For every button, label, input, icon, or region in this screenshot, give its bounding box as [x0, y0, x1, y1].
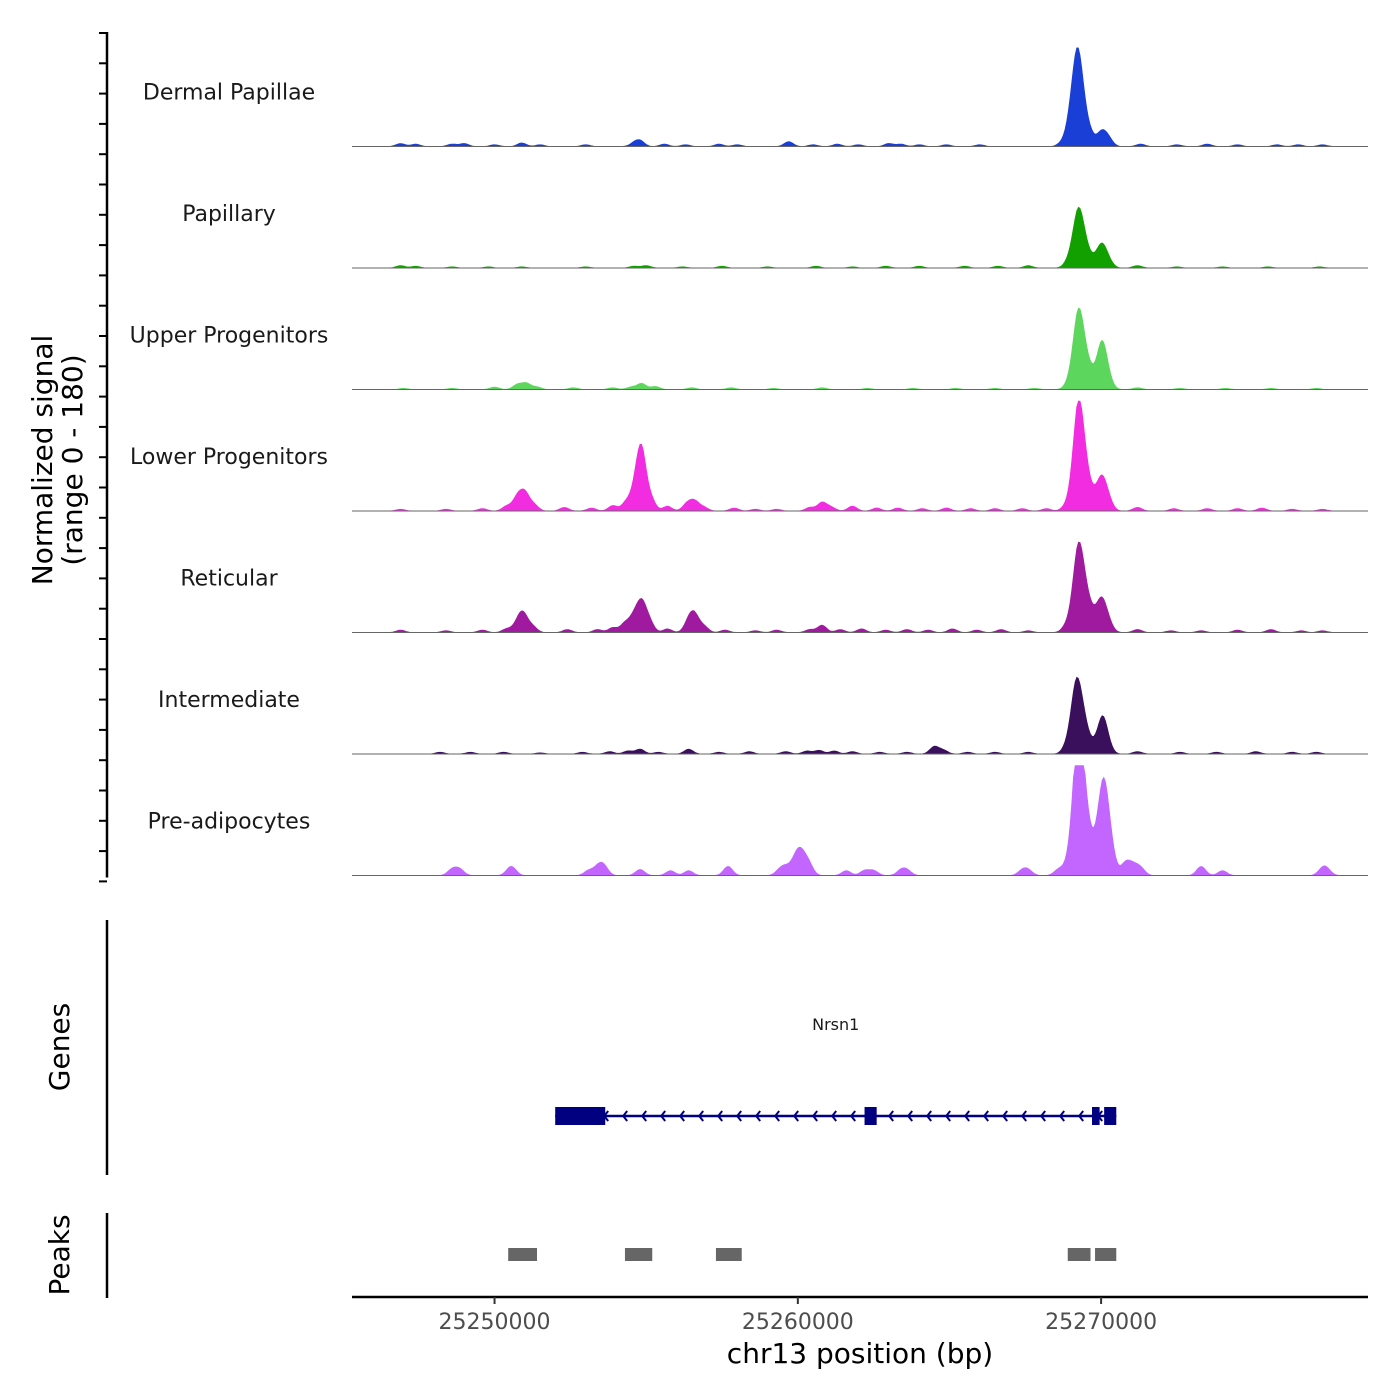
- strand-arrow: [735, 1110, 742, 1122]
- strand-arrow: [811, 1110, 818, 1122]
- strand-arrow: [621, 1110, 628, 1122]
- track-label: Lower Progenitors: [130, 445, 328, 470]
- strand-arrow: [659, 1110, 666, 1122]
- peak-region: [508, 1248, 538, 1261]
- strand-arrow: [830, 1110, 837, 1122]
- strand-arrow: [963, 1110, 970, 1122]
- strand-arrow: [754, 1110, 761, 1122]
- coverage-area: [352, 307, 1368, 390]
- peak-region: [715, 1248, 742, 1261]
- peak-region: [624, 1248, 653, 1261]
- gene-model: Nrsn1: [555, 1015, 1117, 1125]
- track-upper-progenitors: Upper Progenitors: [130, 307, 1368, 390]
- y-axis-title-line1: Normalized signal: [26, 335, 59, 586]
- coverage-tracks: Dermal Papillae Papillary Upper Progenitor…: [99, 32, 1368, 883]
- track-intermediate: Intermediate: [158, 676, 1368, 755]
- coverage-area: [352, 541, 1368, 633]
- x-tick-label: 25250000: [439, 1310, 551, 1335]
- strand-arrow: [944, 1110, 951, 1122]
- x-axis: 25250000 25260000 25270000: [352, 1295, 1368, 1335]
- track-lower-progenitors: Lower Progenitors: [130, 400, 1368, 512]
- peak-region: [1095, 1248, 1117, 1261]
- coverage-area: [352, 676, 1368, 755]
- y-axis-title: Normalized signal (range 0 - 180): [26, 335, 89, 586]
- strand-arrow: [697, 1110, 704, 1122]
- gene-exon: [555, 1107, 606, 1125]
- gene-name-label: Nrsn1: [812, 1015, 859, 1034]
- strand-arrow: [640, 1110, 647, 1122]
- strand-arrow: [1020, 1110, 1027, 1122]
- gene-exon: [1104, 1107, 1117, 1125]
- track-label: Reticular: [180, 567, 278, 592]
- coverage-area: [352, 206, 1368, 269]
- gene-annotation-track: Nrsn1: [105, 920, 1117, 1175]
- track-label: Upper Progenitors: [130, 324, 329, 349]
- track-label: Intermediate: [158, 688, 300, 713]
- strand-arrow: [773, 1110, 780, 1122]
- strand-arrow: [906, 1110, 913, 1122]
- strand-arrow: [792, 1110, 799, 1122]
- track-papillary: Papillary: [182, 202, 1368, 269]
- strand-arrow: [849, 1110, 856, 1122]
- x-tick-label: 25260000: [742, 1310, 854, 1335]
- track-reticular: Reticular: [180, 541, 1368, 633]
- track-label: Papillary: [182, 202, 276, 227]
- coverage-area: [352, 400, 1368, 512]
- strand-arrow: [678, 1110, 685, 1122]
- peaks-panel-label: Peaks: [43, 1214, 76, 1295]
- track-pre-adipocytes: Pre-adipocytes: [148, 765, 1368, 876]
- coverage-area: [352, 47, 1368, 147]
- genes-panel-label: Genes: [43, 1003, 76, 1091]
- track-label: Dermal Papillae: [143, 81, 315, 106]
- x-axis-title: chr13 position (bp): [727, 1337, 993, 1370]
- strand-arrow: [716, 1110, 723, 1122]
- y-axis-title-line2: (range 0 - 180): [56, 354, 89, 565]
- coverage-area: [352, 765, 1368, 876]
- peaks-track: [105, 1213, 1117, 1298]
- gene-exon: [864, 1107, 877, 1125]
- strand-arrow: [925, 1110, 932, 1122]
- strand-arrow: [1077, 1110, 1084, 1122]
- strand-arrow: [1058, 1110, 1065, 1122]
- track-dermal-papillae: Dermal Papillae: [143, 47, 1368, 147]
- gene-exon: [1092, 1107, 1100, 1125]
- strand-arrow: [1001, 1110, 1008, 1122]
- x-tick-label: 25270000: [1045, 1310, 1157, 1335]
- strand-arrow: [887, 1110, 894, 1122]
- peak-region: [1067, 1248, 1091, 1261]
- strand-arrow: [1039, 1110, 1046, 1122]
- strand-arrow: [982, 1110, 989, 1122]
- track-label: Pre-adipocytes: [148, 810, 311, 835]
